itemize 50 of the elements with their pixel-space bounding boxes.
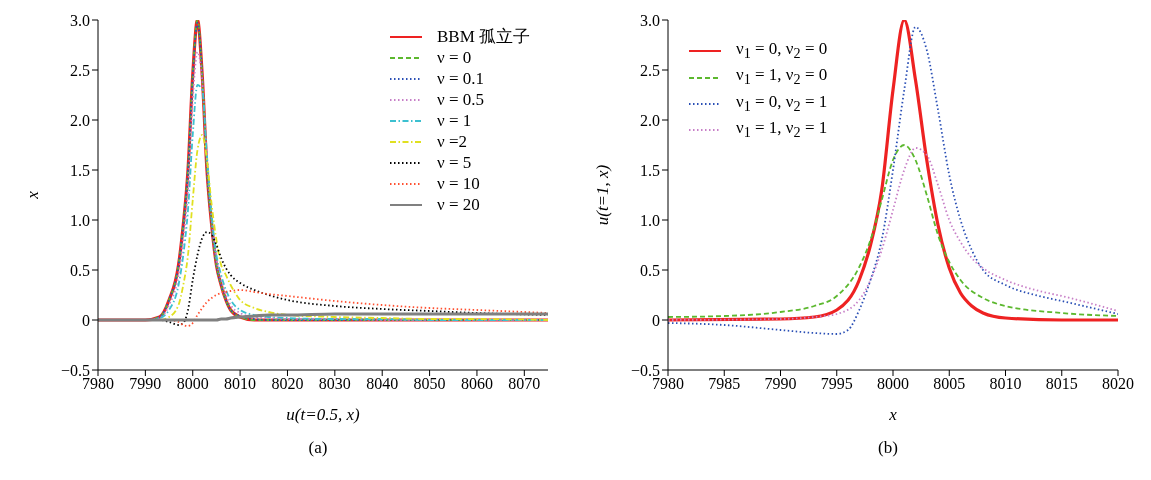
- legend-label: ν = 0.5: [436, 89, 484, 110]
- x-tick-label: 7985: [708, 375, 741, 393]
- x-axis-title: u(t=0.5, x): [286, 405, 360, 424]
- legend-label: ν = 1: [436, 110, 472, 131]
- legend-label: BBM 孤立子: [436, 26, 530, 47]
- x-axis-title: x: [888, 405, 898, 424]
- y-tick-label: 3.0: [70, 11, 90, 29]
- y-tick-label: 1.5: [70, 161, 90, 179]
- y-tick-label: 0: [652, 311, 660, 329]
- x-tick-label: 8015: [1045, 375, 1078, 393]
- legend-label: ν = 0.1: [436, 68, 484, 89]
- x-tick-label: 8070: [508, 375, 541, 393]
- x-tick-label: 7995: [820, 375, 853, 393]
- x-tick-label: 8050: [413, 375, 446, 393]
- y-axis-title: u(t=1, x): [593, 164, 613, 226]
- legend-label: ν =2: [436, 131, 467, 152]
- x-tick-label: 7990: [129, 375, 162, 393]
- x-tick-label: 8020: [1102, 375, 1134, 393]
- legend-label: ν = 20: [436, 194, 480, 215]
- legend-label: ν = 0: [436, 47, 472, 68]
- x-tick-label: 8030: [318, 375, 351, 393]
- y-tick-label: 2.0: [70, 111, 90, 129]
- x-tick-label: 8010: [989, 375, 1022, 393]
- y-tick-label: 0.5: [640, 261, 660, 279]
- x-tick-label: 8005: [933, 375, 966, 393]
- x-tick-label: 8060: [460, 375, 493, 393]
- legend-label: ν$_{1}$ = 0, ν$_{2}$ = 1: [736, 90, 828, 117]
- legend-label: ν$_{1}$ = 0, ν$_{2}$ = 0: [736, 38, 828, 64]
- y-axis-title: x: [23, 190, 43, 200]
- legend-label: ν$_{1}$ = 1, ν$_{2}$ = 0: [736, 64, 828, 90]
- x-tick-label: 8040: [366, 375, 399, 393]
- x-tick-label: 8000: [877, 375, 909, 393]
- y-tick-label: 1.0: [640, 211, 660, 229]
- text: (b): [877, 438, 899, 458]
- y-tick-label: 2.0: [640, 111, 660, 129]
- y-tick-label: 0.5: [70, 261, 90, 279]
- y-tick-label: 2.5: [70, 61, 90, 79]
- legend-label: ν = 5: [436, 152, 472, 173]
- y-tick-label: 1.5: [640, 161, 660, 179]
- x-tick-label: 8000: [176, 375, 209, 393]
- x-tick-label: 7990: [764, 375, 797, 393]
- y-tick-label: 0: [82, 311, 90, 329]
- legend-label: ν$_{1}$ = 1, ν$_{2}$ = 1: [736, 117, 828, 143]
- x-tick-label: 8010: [224, 375, 257, 393]
- y-tick-label: 2.5: [640, 61, 660, 79]
- y-tick-label: 3.0: [640, 11, 660, 29]
- x-tick-label: 8020: [271, 375, 304, 393]
- y-tick-label: 1.0: [70, 211, 90, 229]
- legend-label: ν = 10: [436, 173, 480, 194]
- text: (a): [307, 438, 329, 458]
